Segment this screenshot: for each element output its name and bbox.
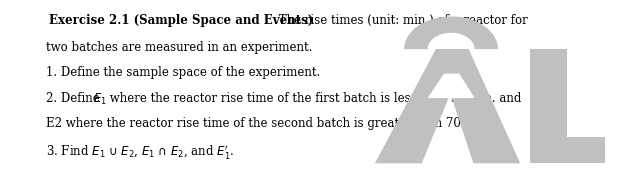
Polygon shape xyxy=(404,16,498,49)
Text: where the reactor rise time of the first batch is less than 55 min. and: where the reactor rise time of the first… xyxy=(106,92,521,105)
Polygon shape xyxy=(375,49,469,163)
Text: 1. Define the sample space of the experiment.: 1. Define the sample space of the experi… xyxy=(46,66,320,79)
Polygon shape xyxy=(529,49,567,163)
Text: 3. Find $E_1$ $\cup$ $E_2$, $E_1$ $\cap$ $E_2$, and $E_1'$.: 3. Find $E_1$ $\cup$ $E_2$, $E_1$ $\cap$… xyxy=(46,143,234,161)
Text: 2. Define: 2. Define xyxy=(46,92,104,105)
Text: Exercise 2.1 (Sample Space and Events): Exercise 2.1 (Sample Space and Events) xyxy=(49,14,313,27)
Polygon shape xyxy=(428,74,474,98)
Text: two batches are measured in an experiment.: two batches are measured in an experimen… xyxy=(46,41,313,54)
Text: $E_1$: $E_1$ xyxy=(93,92,107,107)
Text: E2 where the reactor rise time of the second batch is greater than 70 min.: E2 where the reactor rise time of the se… xyxy=(46,117,491,130)
Text: The rise times (unit: min.) of a reactor for: The rise times (unit: min.) of a reactor… xyxy=(275,14,528,27)
Text: 4. Are $E_1$ and $E_2$ mutually exclusive?: 4. Are $E_1$ and $E_2$ mutually exclusiv… xyxy=(46,168,263,170)
Polygon shape xyxy=(436,49,520,163)
Polygon shape xyxy=(529,137,605,163)
